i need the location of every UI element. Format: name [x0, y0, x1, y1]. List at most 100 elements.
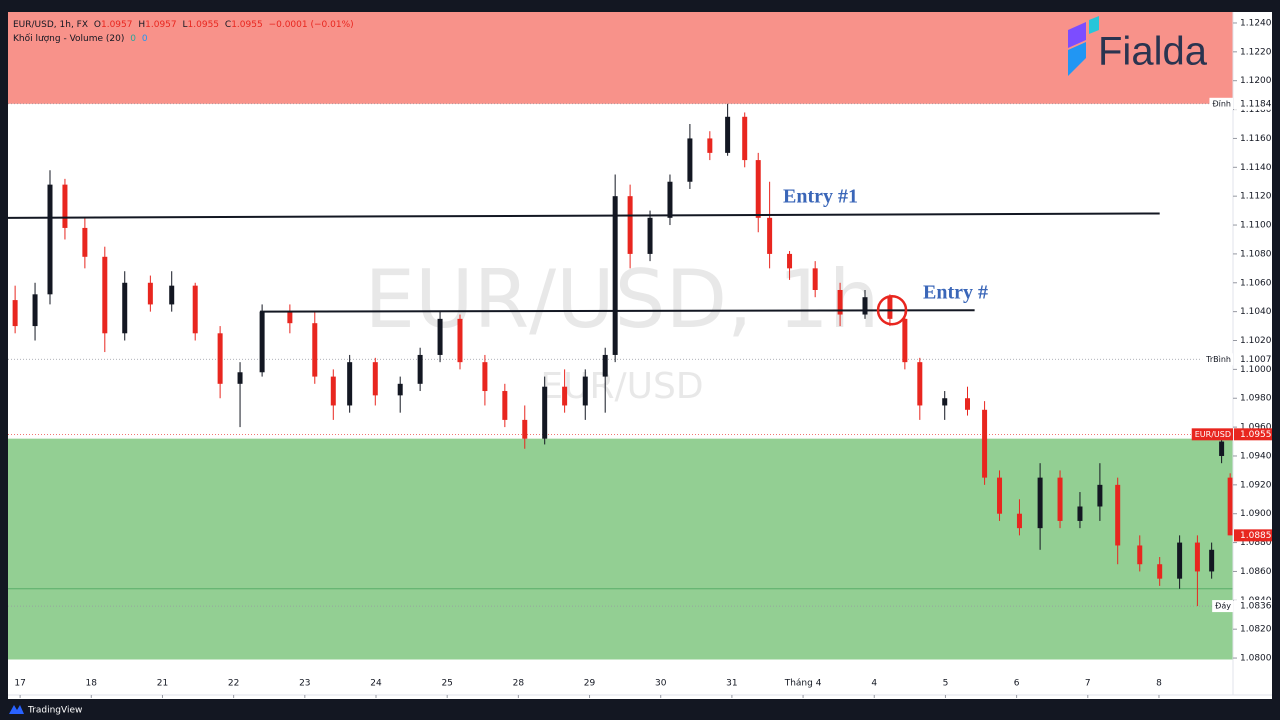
legend-key: C	[225, 20, 231, 30]
x-tick-label: 21	[157, 679, 168, 689]
candle-body	[725, 116, 731, 153]
price-label: 1.0955 EUR/USD	[1191, 428, 1272, 441]
y-tick-label: 1.0820	[1240, 625, 1272, 635]
price-label-name: EUR/USD	[1195, 430, 1231, 439]
candle-body	[259, 311, 265, 373]
logo: Fialda	[1068, 16, 1208, 76]
candle-body	[1097, 484, 1103, 507]
zone	[8, 12, 1233, 104]
legend-line: EUR/USD, 1h, FX O1.0957 H1.0957 L1.0955 …	[13, 20, 354, 30]
candle-body	[982, 409, 988, 478]
price-label-name: TrBình	[1205, 355, 1231, 364]
x-tick-label: 23	[299, 679, 310, 689]
candle-body	[122, 282, 128, 334]
annotation: Entry #1	[783, 186, 858, 208]
footer-icon	[9, 705, 24, 714]
candle-body	[82, 227, 88, 257]
candle-body	[787, 253, 793, 269]
price-label-value: 1.1184	[1240, 99, 1272, 109]
y-tick-label: 1.1080	[1240, 249, 1272, 259]
legend-value: 1.0955	[231, 20, 263, 30]
y-tick-label: 1.0920	[1240, 480, 1272, 490]
candle-body	[997, 477, 1003, 514]
zone	[8, 438, 1233, 660]
y-tick-label: 1.0900	[1240, 509, 1272, 519]
x-tick-label: 30	[655, 679, 667, 689]
legend-value: 1.0955	[188, 20, 220, 30]
candle-body	[1115, 484, 1121, 546]
legend-value: 1.0957	[101, 20, 133, 30]
volume-label: Khối lượng - Volume (20)	[13, 33, 124, 44]
x-tick-label: 25	[441, 679, 452, 689]
watermark-sub: EUR/USD	[540, 366, 703, 407]
candle-body	[1209, 549, 1215, 572]
y-tick-label: 1.1040	[1240, 307, 1272, 317]
y-tick-label: 1.1220	[1240, 47, 1272, 57]
x-tick-label: 29	[584, 679, 596, 689]
candle-body	[397, 383, 403, 396]
price-label-value: 1.0836	[1240, 602, 1272, 612]
logo-mark	[1068, 22, 1086, 48]
candle-body	[1016, 513, 1022, 529]
entry-marker	[876, 294, 908, 326]
candle-body	[62, 184, 68, 228]
x-tick-label: 31	[726, 679, 737, 689]
price-label: 1.0836 Đáy	[1212, 600, 1272, 613]
y-tick-label: 1.1240	[1240, 18, 1272, 28]
legend-value: 1.0957	[145, 20, 177, 30]
candle-body	[457, 318, 463, 363]
x-tick-label: 22	[228, 679, 239, 689]
candle-body	[602, 354, 608, 377]
candle-body	[902, 318, 908, 363]
candle-body	[627, 196, 633, 254]
candle-body	[169, 285, 175, 305]
candle-body	[1057, 477, 1063, 521]
candle-body	[767, 217, 773, 254]
candle-body	[237, 372, 243, 384]
y-tick-label: 1.1160	[1240, 134, 1272, 144]
y-tick-label: 1.1180	[1240, 105, 1272, 115]
candle-body	[1227, 477, 1233, 536]
candle-body	[287, 311, 293, 324]
series: Entry #1 Entry #	[7, 103, 1233, 607]
candle-body	[1157, 564, 1163, 579]
price-label: 1.1184 Đỉnh	[1209, 97, 1272, 110]
candle-body	[312, 323, 318, 377]
price-label-name-box	[1212, 600, 1234, 613]
volume-value: 0	[130, 34, 136, 44]
y-tick-label: 1.1140	[1240, 163, 1272, 173]
y-tick-label: 1.1120	[1240, 192, 1272, 202]
legend-change: −0.0001 (−0.01%)	[269, 20, 354, 30]
candle-body	[742, 116, 748, 161]
y-tick-label: 1.1000	[1240, 365, 1272, 375]
y-tick-label: 1.0800	[1240, 654, 1272, 664]
logo-mark	[1089, 16, 1099, 34]
price-label-box	[1234, 428, 1272, 441]
x-tick-label: 28	[513, 679, 525, 689]
price-label: 1.1007 TrBình	[1202, 353, 1272, 366]
price-label: 1.0885	[1234, 529, 1272, 542]
price-label-name: Đỉnh	[1212, 98, 1231, 108]
candle-body	[1077, 506, 1083, 521]
legend-key: L	[183, 20, 188, 30]
y-tick-label: 1.1200	[1240, 76, 1272, 86]
x-tick-label: 18	[86, 679, 98, 689]
candle-body	[667, 181, 673, 218]
y-tick-label: 1.0980	[1240, 394, 1272, 404]
candle-body	[1037, 477, 1043, 529]
y-tick-label: 1.1100	[1240, 221, 1272, 231]
candle-body	[562, 386, 568, 406]
candle-body	[582, 376, 588, 406]
candle-body	[1194, 542, 1200, 572]
candle-body	[887, 297, 893, 319]
candle-body	[1137, 545, 1143, 565]
watermark: EUR/USD, 1h EUR/USD	[364, 253, 879, 407]
candle-body	[217, 333, 223, 384]
candle-body	[32, 294, 38, 327]
x-tick-label: 6	[1014, 679, 1020, 689]
candle-body	[417, 354, 423, 384]
candle-body	[192, 285, 198, 334]
price-label-box	[1234, 97, 1272, 110]
